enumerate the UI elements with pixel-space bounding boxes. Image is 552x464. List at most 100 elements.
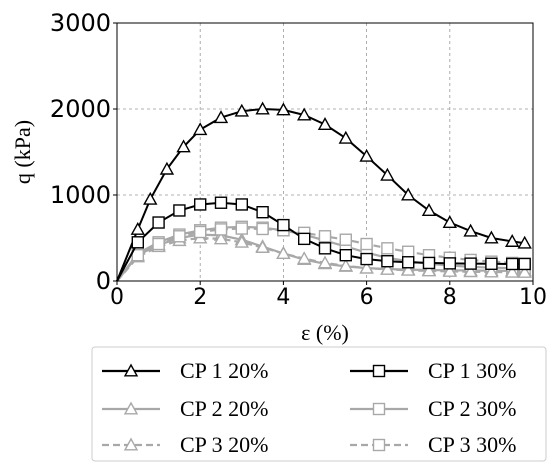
data-point	[505, 233, 520, 247]
data-point	[359, 148, 374, 162]
data-point	[213, 231, 229, 245]
data-point	[317, 255, 333, 269]
data-point	[297, 107, 312, 121]
data-point	[131, 248, 145, 262]
data-point	[421, 263, 437, 277]
data-point	[297, 251, 312, 265]
data-point	[214, 196, 228, 209]
y-tick-label: 2000	[50, 95, 111, 123]
data-point	[214, 223, 228, 236]
data-point	[401, 187, 416, 201]
data-point	[443, 257, 456, 270]
data-point	[277, 218, 290, 232]
data-point	[152, 237, 165, 251]
legend-label: CP 2 30%	[428, 396, 516, 421]
data-point	[463, 264, 478, 278]
data-point	[318, 230, 332, 243]
legend-marker	[123, 437, 139, 451]
x-tick-label: 8	[443, 285, 457, 310]
legend-label: CP 3 20%	[180, 432, 268, 457]
data-point	[518, 257, 531, 271]
data-point	[359, 260, 374, 274]
series-1	[116, 101, 532, 282]
data-point	[234, 103, 249, 117]
legend-item: CP 2 20%	[102, 396, 268, 421]
legend-marker	[123, 401, 139, 415]
data-point	[442, 215, 457, 229]
y-tick-label: 0	[96, 267, 111, 295]
legend-label: CP 1 20%	[180, 358, 268, 383]
data-point	[422, 256, 436, 270]
legend-marker	[372, 364, 386, 378]
data-point	[213, 110, 229, 124]
legend-label: CP 2 20%	[180, 396, 268, 421]
data-point	[463, 223, 478, 237]
legend-label: CP 1 30%	[428, 358, 516, 383]
data-point	[193, 225, 207, 239]
data-point	[421, 203, 437, 216]
data-point	[255, 101, 270, 115]
x-tick-label: 2	[193, 285, 207, 310]
data-point	[506, 257, 519, 271]
legend-frame	[91, 346, 547, 462]
data-point	[317, 117, 333, 130]
data-point	[276, 246, 291, 259]
data-point	[360, 252, 373, 266]
data-point	[159, 161, 175, 175]
x-tick-label: 4	[276, 285, 290, 310]
data-point	[464, 257, 477, 270]
y-axis-label: q (kPa)	[10, 120, 35, 184]
data-point	[130, 221, 145, 235]
legend-item: CP 3 30%	[350, 432, 516, 457]
x-tick-label: 0	[110, 285, 124, 310]
data-point	[152, 216, 165, 229]
data-point	[338, 130, 353, 144]
legend-marker	[123, 363, 139, 377]
data-point	[234, 234, 249, 248]
legend-marker	[372, 438, 386, 452]
series-5	[116, 230, 532, 282]
data-point	[235, 198, 249, 211]
legend-item: CP 3 20%	[102, 432, 268, 457]
data-point	[401, 262, 416, 276]
data-point	[381, 242, 394, 255]
data-point	[505, 264, 520, 278]
data-point	[402, 245, 415, 258]
y-tick-label: 1000	[50, 181, 111, 209]
data-point	[298, 232, 311, 246]
data-point	[256, 205, 269, 219]
y-tick-labels: 0 1000 2000 3000	[50, 9, 117, 295]
x-tick-labels: 0 2 4 6 8 10	[110, 281, 547, 310]
data-point	[442, 263, 457, 277]
data-point	[176, 139, 191, 153]
series-2	[116, 196, 531, 282]
data-point	[402, 256, 415, 269]
data-point	[173, 230, 186, 243]
y-tick-label: 3000	[50, 9, 111, 37]
x-tick-label: 10	[519, 285, 547, 310]
series-layer	[116, 101, 532, 282]
data-point	[339, 248, 352, 262]
legend-marker	[372, 402, 386, 416]
data-point	[235, 222, 249, 235]
data-point	[380, 167, 395, 181]
legend-item: CP 2 30%	[350, 396, 516, 421]
x-axis-label: ε (%)	[301, 320, 349, 345]
data-point	[484, 230, 499, 244]
data-point	[255, 240, 270, 253]
data-point	[485, 257, 498, 270]
x-tick-label: 6	[360, 285, 374, 310]
data-point	[339, 233, 352, 246]
legend-item: CP 1 20%	[102, 358, 268, 383]
data-point	[338, 258, 353, 272]
series-line	[116, 107, 525, 282]
data-point	[131, 236, 145, 249]
data-point	[381, 255, 394, 268]
data-point	[256, 222, 269, 236]
legend: CP 1 20% CP 1 30% CP 2 20% CP 2 30% CP 3 20%…	[91, 346, 547, 462]
data-point	[193, 122, 208, 136]
data-point	[517, 264, 532, 278]
legend-item: CP 1 30%	[350, 358, 516, 383]
data-point	[173, 204, 186, 217]
